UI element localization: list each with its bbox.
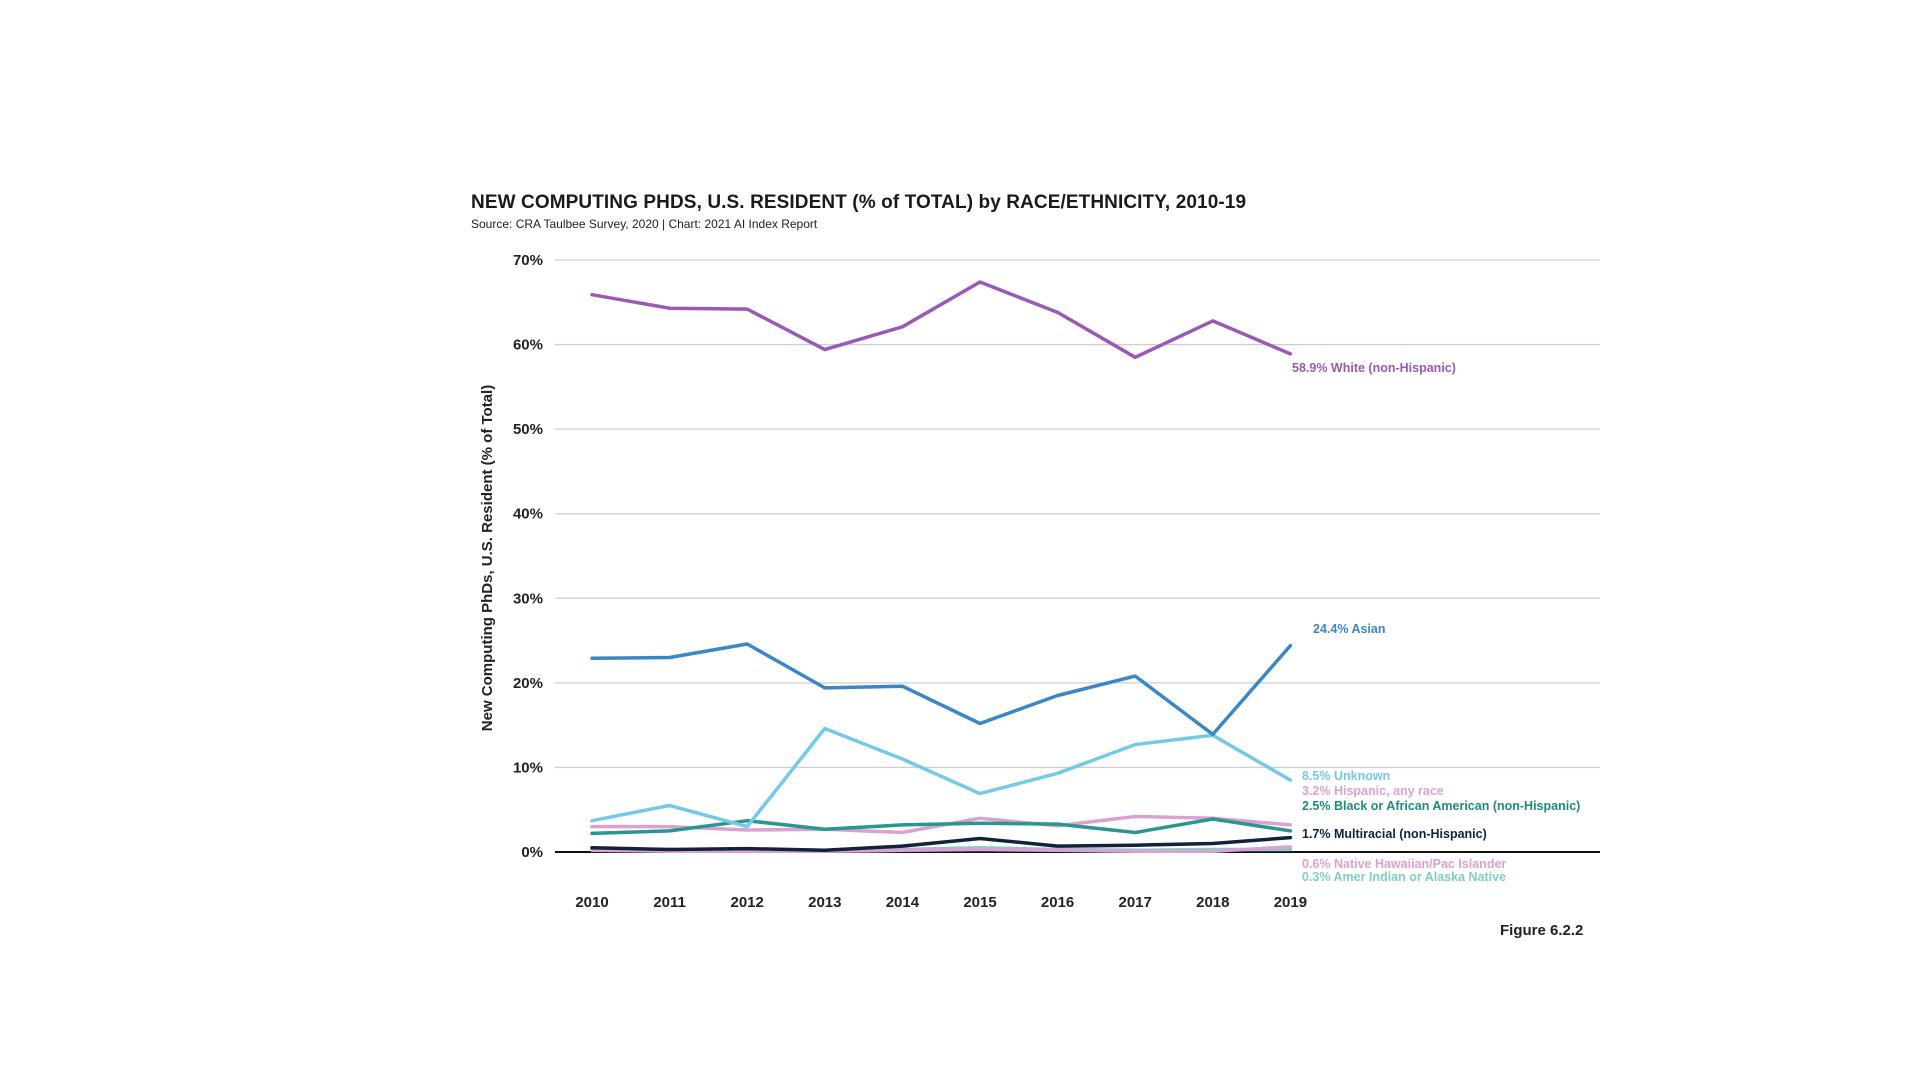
y-axis-ticks: 0% 10% 20% 30% 40% 50% 60% 70% bbox=[513, 252, 543, 861]
series-end-labels: 58.9% White (non-Hispanic) 24.4% Asian 8.5… bbox=[1292, 361, 1580, 884]
series-line bbox=[590, 726, 1293, 829]
series-line bbox=[590, 835, 1293, 853]
series-end-label: 8.5% Unknown bbox=[1302, 769, 1390, 783]
chart-source: Source: CRA Taulbee Survey, 2020 | Chart… bbox=[471, 217, 818, 231]
x-tick-label: 2016 bbox=[1041, 894, 1074, 911]
y-tick-label: 30% bbox=[513, 590, 543, 607]
x-tick-label: 2017 bbox=[1119, 894, 1152, 911]
series-end-label: 2.5% Black or African American (non-Hisp… bbox=[1302, 799, 1580, 813]
x-tick-label: 2010 bbox=[575, 894, 608, 911]
figure-label: Figure 6.2.2 bbox=[1500, 922, 1584, 939]
y-tick-label: 40% bbox=[513, 506, 543, 523]
series-line bbox=[590, 280, 1293, 360]
y-tick-label: 0% bbox=[521, 844, 543, 861]
x-tick-label: 2013 bbox=[808, 894, 841, 911]
y-tick-label: 70% bbox=[513, 252, 543, 269]
series-line bbox=[590, 642, 1293, 737]
x-tick-label: 2012 bbox=[731, 894, 764, 911]
series-end-label: 0.3% Amer Indian or Alaska Native bbox=[1302, 870, 1506, 884]
y-tick-label: 60% bbox=[513, 337, 543, 354]
x-axis-ticks: 2010 2011 2012 2013 2014 2015 2016 2017 2018 2019 bbox=[575, 894, 1307, 911]
series-lines bbox=[590, 280, 1293, 853]
x-tick-label: 2019 bbox=[1274, 894, 1307, 911]
series-line bbox=[590, 817, 1293, 836]
y-tick-label: 50% bbox=[513, 421, 543, 438]
y-tick-label: 10% bbox=[513, 759, 543, 776]
x-tick-label: 2014 bbox=[886, 894, 920, 911]
chart-title: NEW COMPUTING PHDS, U.S. RESIDENT (% of … bbox=[471, 192, 1247, 213]
series-line bbox=[590, 845, 1293, 853]
series-end-label: 24.4% Asian bbox=[1313, 622, 1386, 636]
x-tick-label: 2015 bbox=[963, 894, 996, 911]
series-end-label: 58.9% White (non-Hispanic) bbox=[1292, 361, 1456, 375]
series-end-label: 3.2% Hispanic, any race bbox=[1302, 784, 1444, 798]
x-tick-label: 2018 bbox=[1196, 894, 1229, 911]
y-tick-label: 20% bbox=[513, 675, 543, 692]
series-end-label: 0.6% Native Hawaiian/Pac Islander bbox=[1302, 857, 1506, 871]
series-end-label: 1.7% Multiracial (non-Hispanic) bbox=[1302, 827, 1487, 841]
y-axis-label: New Computing PhDs, U.S. Resident (% of … bbox=[479, 385, 496, 731]
x-tick-label: 2011 bbox=[653, 894, 686, 911]
grid-lines bbox=[555, 259, 1600, 853]
